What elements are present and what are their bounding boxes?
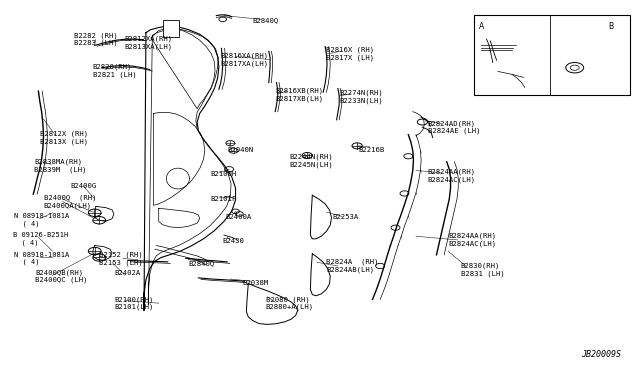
Text: B2400Q  (RH)
B2400QA(LH): B2400Q (RH) B2400QA(LH) <box>44 195 96 209</box>
Text: B2812X (RH)
B2813X (LH): B2812X (RH) B2813X (LH) <box>40 131 88 145</box>
Text: B2820(RH)
B2821 (LH): B2820(RH) B2821 (LH) <box>93 64 136 78</box>
Text: B2816XB(RH)
B2817XB(LH): B2816XB(RH) B2817XB(LH) <box>275 88 323 102</box>
Text: B2824A  (RH)
B2824AB(LH): B2824A (RH) B2824AB(LH) <box>326 259 379 273</box>
Text: B2274N(RH)
B2233N(LH): B2274N(RH) B2233N(LH) <box>339 90 383 104</box>
Bar <box>474 15 630 95</box>
Text: B2040N: B2040N <box>227 147 253 153</box>
Text: B2152 (RH)
B2153 (LH): B2152 (RH) B2153 (LH) <box>99 251 143 266</box>
Text: B2824AA(RH)
B2824AC(LH): B2824AA(RH) B2824AC(LH) <box>428 169 476 183</box>
Text: B2400A: B2400A <box>225 214 252 219</box>
Text: B2840Q: B2840Q <box>253 17 279 23</box>
Text: B2216B: B2216B <box>358 147 385 153</box>
Text: B: B <box>608 22 613 31</box>
Text: B2080 (RH)
B2880+A(LH): B2080 (RH) B2880+A(LH) <box>266 296 314 310</box>
Text: B2402A: B2402A <box>114 270 140 276</box>
Text: B2824AD(RH)
B2824AE (LH): B2824AD(RH) B2824AE (LH) <box>428 120 480 134</box>
Text: B 09126-B251H
  ( 4): B 09126-B251H ( 4) <box>13 232 68 246</box>
Text: B2100(RH)
B2101(LH): B2100(RH) B2101(LH) <box>114 296 154 310</box>
Text: N 08918-1081A
  ( 4): N 08918-1081A ( 4) <box>14 252 69 265</box>
Text: 82874N: 82874N <box>515 31 541 36</box>
Text: B2253A: B2253A <box>333 214 359 219</box>
Text: B2830(RH)
B2831 (LH): B2830(RH) B2831 (LH) <box>461 263 504 277</box>
Text: B2244N(RH)
B2245N(LH): B2244N(RH) B2245N(LH) <box>289 154 333 168</box>
Text: B2816XA(RH)
B2817XA(LH): B2816XA(RH) B2817XA(LH) <box>221 52 269 67</box>
Text: B2038M: B2038M <box>242 280 268 286</box>
Text: B2430: B2430 <box>223 238 244 244</box>
Text: A: A <box>479 22 484 31</box>
Text: B2282 (RH)
B2283 (LH): B2282 (RH) B2283 (LH) <box>74 32 117 46</box>
Text: JB20009S: JB20009S <box>581 350 621 359</box>
Text: B2824AA(RH)
B2824AC(LH): B2824AA(RH) B2824AC(LH) <box>448 233 496 247</box>
Bar <box>163 20 179 37</box>
Text: B2101F: B2101F <box>210 196 236 202</box>
Text: B2100H: B2100H <box>210 171 236 177</box>
Text: B2812XA(RH)
B2813XA(LH): B2812XA(RH) B2813XA(LH) <box>125 36 173 50</box>
Text: B2400QB(RH)
B2400QC (LH): B2400QB(RH) B2400QC (LH) <box>35 269 88 283</box>
Text: N 08918-1081A
  ( 4): N 08918-1081A ( 4) <box>14 214 69 227</box>
Text: B2400G: B2400G <box>70 183 97 189</box>
Text: B2838MA(RH)
B2839M  (LH): B2838MA(RH) B2839M (LH) <box>34 158 86 173</box>
Text: B2816X (RH)
B2817X (LH): B2816X (RH) B2817X (LH) <box>326 47 374 61</box>
Text: B2840Q: B2840Q <box>189 260 215 266</box>
